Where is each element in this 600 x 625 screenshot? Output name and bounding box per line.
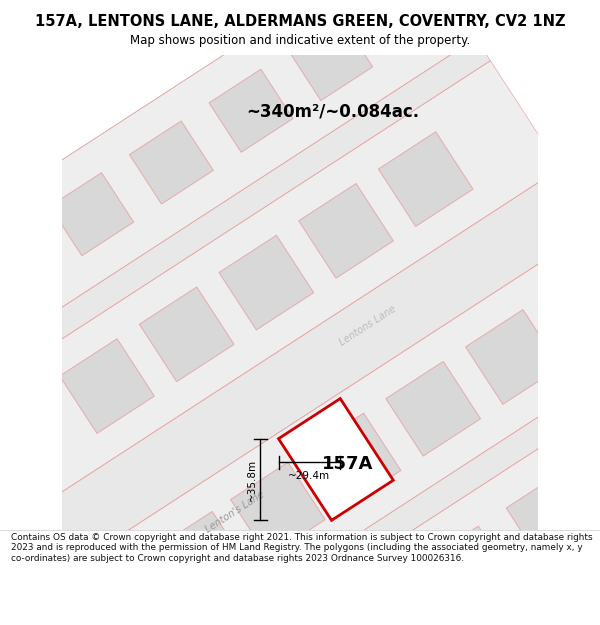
Polygon shape	[347, 578, 431, 625]
Polygon shape	[219, 235, 314, 330]
Polygon shape	[386, 361, 481, 456]
Polygon shape	[0, 38, 490, 423]
Polygon shape	[306, 413, 401, 508]
Polygon shape	[299, 184, 394, 278]
Polygon shape	[155, 511, 250, 606]
Polygon shape	[130, 121, 214, 204]
Polygon shape	[139, 287, 234, 382]
Polygon shape	[110, 333, 600, 625]
Text: ~35.8m: ~35.8m	[247, 459, 257, 501]
Text: Lenton's Lane: Lenton's Lane	[203, 490, 266, 535]
Polygon shape	[0, 224, 54, 308]
Polygon shape	[2, 168, 598, 588]
Polygon shape	[40, 226, 600, 625]
Polygon shape	[289, 18, 373, 101]
Text: ~29.4m: ~29.4m	[289, 471, 331, 481]
Text: Map shows position and indicative extent of the property.: Map shows position and indicative extent…	[130, 34, 470, 47]
Polygon shape	[466, 309, 560, 404]
Text: 157A, LENTONS LANE, ALDERMANS GREEN, COVENTRY, CV2 1NZ: 157A, LENTONS LANE, ALDERMANS GREEN, COV…	[35, 14, 565, 29]
Text: 157A: 157A	[322, 455, 373, 473]
Polygon shape	[0, 61, 560, 531]
Polygon shape	[427, 526, 511, 609]
Text: Lentons Lane: Lentons Lane	[338, 304, 398, 348]
Text: Contains OS data © Crown copyright and database right 2021. This information is : Contains OS data © Crown copyright and d…	[11, 533, 592, 562]
Polygon shape	[50, 173, 134, 256]
Polygon shape	[62, 55, 538, 530]
Polygon shape	[209, 69, 293, 152]
Polygon shape	[124, 356, 600, 625]
Polygon shape	[230, 462, 325, 557]
Polygon shape	[586, 422, 600, 506]
Polygon shape	[0, 0, 476, 401]
Polygon shape	[506, 474, 590, 558]
Text: ~340m²/~0.084ac.: ~340m²/~0.084ac.	[247, 102, 420, 121]
Polygon shape	[278, 399, 393, 521]
Polygon shape	[60, 339, 154, 433]
Polygon shape	[379, 132, 473, 226]
